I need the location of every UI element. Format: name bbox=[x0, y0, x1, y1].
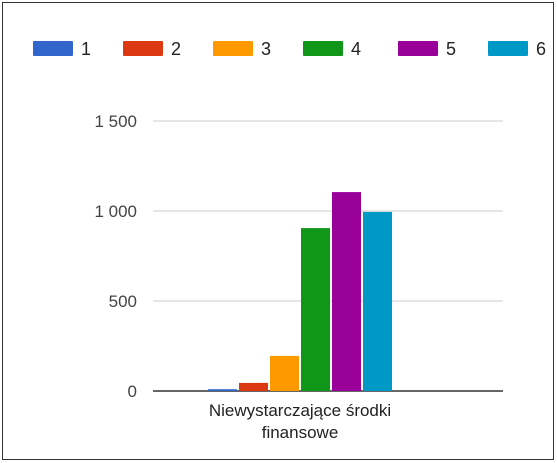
legend-swatch bbox=[488, 41, 528, 56]
legend-swatch bbox=[398, 41, 438, 56]
legend-swatch bbox=[123, 41, 163, 56]
bar-series-3[interactable] bbox=[270, 355, 299, 391]
bar-series-5[interactable] bbox=[332, 192, 361, 391]
legend-label: 1 bbox=[81, 39, 92, 59]
legend-label: 3 bbox=[261, 39, 272, 59]
bar-series-6[interactable] bbox=[363, 211, 392, 391]
bar-series-1[interactable] bbox=[208, 389, 237, 391]
legend-label: 6 bbox=[536, 39, 547, 59]
legend-label: 2 bbox=[171, 39, 182, 59]
y-tick-label: 1 500 bbox=[94, 112, 137, 131]
y-tick-label: 0 bbox=[128, 382, 137, 401]
bar-series-4[interactable] bbox=[301, 228, 330, 391]
legend-swatch bbox=[303, 41, 343, 56]
legend-swatch bbox=[33, 41, 73, 56]
legend-label: 5 bbox=[446, 39, 457, 59]
legend-swatch bbox=[213, 41, 253, 56]
category-label: Niewystarczające środki bbox=[209, 401, 391, 420]
legend-label: 4 bbox=[351, 39, 362, 59]
category-label: finansowe bbox=[262, 423, 339, 442]
bar-series-2[interactable] bbox=[239, 382, 268, 391]
bar-chart: 0 500 1 000 1 500 Niewystarczające środki fin… bbox=[94, 112, 503, 442]
y-tick-label: 1 000 bbox=[94, 202, 137, 221]
y-tick-label: 500 bbox=[109, 292, 137, 311]
